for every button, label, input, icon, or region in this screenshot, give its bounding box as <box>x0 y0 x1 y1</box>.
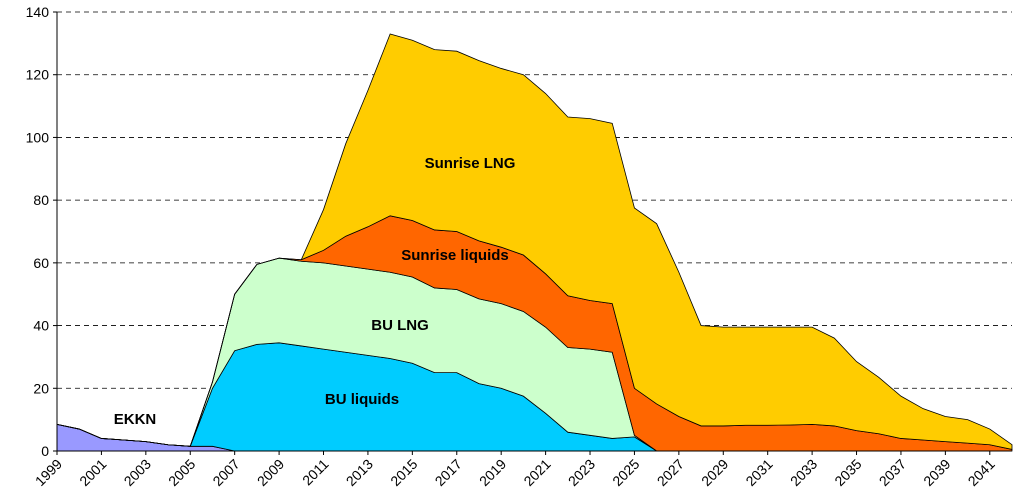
series-label: BU LNG <box>371 317 429 334</box>
x-tick-label: 2025 <box>609 456 642 489</box>
y-tick-label: 140 <box>26 4 50 20</box>
x-tick-label: 2033 <box>787 456 820 489</box>
series-label: Sunrise liquids <box>401 247 509 264</box>
x-tick-label: 2003 <box>121 456 154 489</box>
x-tick-label: 2005 <box>165 456 198 489</box>
x-tick-label: 2039 <box>920 456 953 489</box>
x-tick-label: 2041 <box>965 456 998 489</box>
y-tick-label: 100 <box>26 129 50 145</box>
area <box>56 33 1013 450</box>
x-tick-label: 2035 <box>831 456 864 489</box>
y-tick-label: 80 <box>33 192 49 208</box>
x-tick-label: 2031 <box>742 456 775 489</box>
x-tick-label: 2029 <box>698 456 731 489</box>
x-tick-label: 2023 <box>565 456 598 489</box>
x-tick-label: 2001 <box>76 456 109 489</box>
y-tick-label: 40 <box>33 318 49 334</box>
y-tick-label: 20 <box>33 380 49 396</box>
x-tick-label: 2019 <box>476 456 509 489</box>
x-tick-label: 2037 <box>876 456 909 489</box>
x-tick-label: 2007 <box>209 456 242 489</box>
x-tick-label: 2011 <box>299 456 332 489</box>
x-tick-label: 2027 <box>654 456 687 489</box>
x-tick-label: 1999 <box>32 456 65 489</box>
x-tick-label: 2013 <box>343 456 376 489</box>
series-label: Sunrise LNG <box>425 155 516 172</box>
y-tick-label: 0 <box>41 443 49 459</box>
y-tick-label: 60 <box>33 255 49 271</box>
y-tick-label: 120 <box>26 67 50 83</box>
series-label: EKKN <box>114 411 157 428</box>
x-tick-label: 2015 <box>387 456 420 489</box>
series-label: BU liquids <box>325 391 399 408</box>
x-tick-label: 2009 <box>254 456 287 489</box>
x-tick-label: 2021 <box>520 456 553 489</box>
x-tick-label: 2017 <box>432 456 465 489</box>
